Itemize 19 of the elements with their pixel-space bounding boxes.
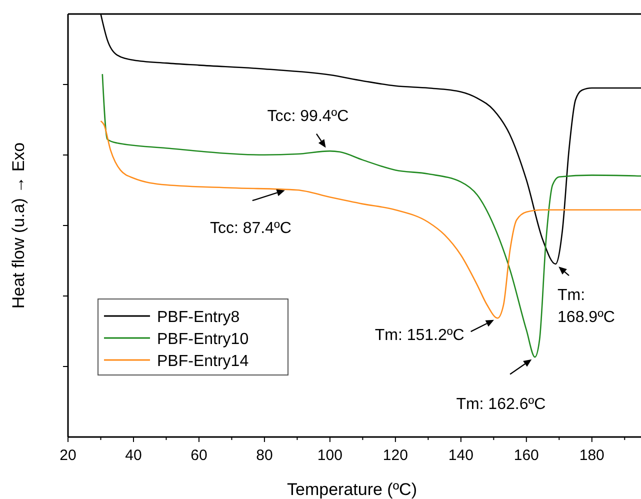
legend-label: PBF-Entry10 xyxy=(157,331,249,348)
x-tick-label: 60 xyxy=(190,447,208,464)
annotation: Tcc: 99.4ºC xyxy=(267,108,349,126)
annotation: Tm: 168.9ºC xyxy=(558,286,615,326)
annotation: Tm: 162.6ºC xyxy=(456,396,546,414)
x-tick-label: 140 xyxy=(448,447,474,464)
annotation: Tm: 151.2ºC xyxy=(374,327,464,344)
y-axis-title: Heat flow (u.a) → Exo xyxy=(9,142,28,309)
x-tick-label: 80 xyxy=(256,447,273,464)
legend-label: PBF-Entry8 xyxy=(157,309,240,326)
x-tick-label: 120 xyxy=(382,447,408,464)
x-tick-label: 20 xyxy=(60,447,76,464)
x-tick-label: 160 xyxy=(514,447,539,464)
x-tick-label: 100 xyxy=(317,447,342,464)
x-tick-label: 180 xyxy=(579,447,604,464)
x-axis-title: Temperature (ºC) xyxy=(287,480,417,499)
x-tick-label: 40 xyxy=(125,447,142,464)
annotation: Tcc: 87.4ºC xyxy=(210,220,292,238)
legend-label: PBF-Entry14 xyxy=(157,353,249,370)
